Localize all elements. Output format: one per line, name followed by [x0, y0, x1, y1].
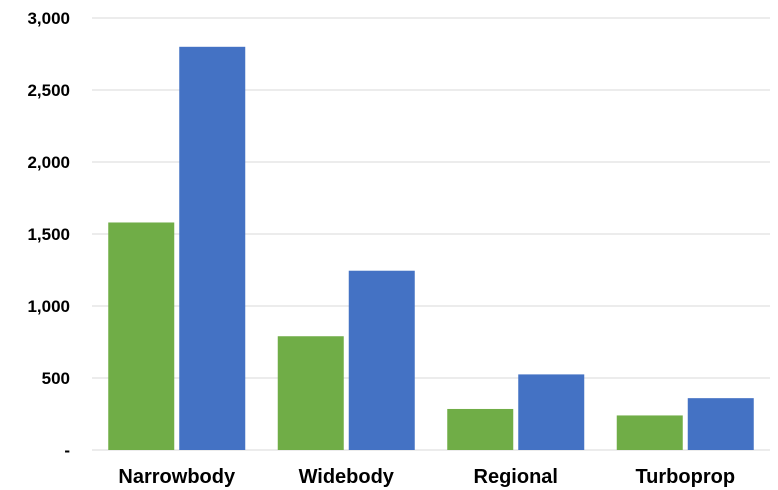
y-tick-label: 3,000	[27, 9, 70, 28]
y-tick-label: 1,000	[27, 297, 70, 316]
bar-narrowbody-series-1	[108, 222, 175, 450]
x-category-label-narrowbody: Narrowbody	[118, 466, 236, 488]
bars	[108, 46, 754, 451]
x-category-label-turboprop: Turboprop	[635, 466, 735, 488]
x-axis-category-labels: Narrowbody Widebody Regional Turboprop	[118, 466, 735, 488]
bar-widebody-series-2	[348, 270, 415, 450]
y-tick-label: -	[64, 441, 70, 460]
bar-turboprop-series-2	[687, 398, 754, 450]
y-axis-tick-labels: - 500 1,000 1,500 2,000 2,500 3,000	[27, 9, 70, 460]
x-category-label-regional: Regional	[474, 466, 558, 488]
bar-regional-series-2	[518, 374, 585, 450]
y-tick-label: 1,500	[27, 225, 70, 244]
y-tick-label: 2,500	[27, 81, 70, 100]
bar-narrowbody-series-2	[179, 46, 246, 451]
bar-regional-series-1	[447, 408, 514, 450]
y-tick-label: 2,000	[27, 153, 70, 172]
bar-turboprop-series-1	[616, 415, 683, 450]
x-category-label-widebody: Widebody	[299, 466, 395, 488]
bar-widebody-series-1	[277, 336, 344, 450]
y-tick-label: 500	[42, 369, 70, 388]
